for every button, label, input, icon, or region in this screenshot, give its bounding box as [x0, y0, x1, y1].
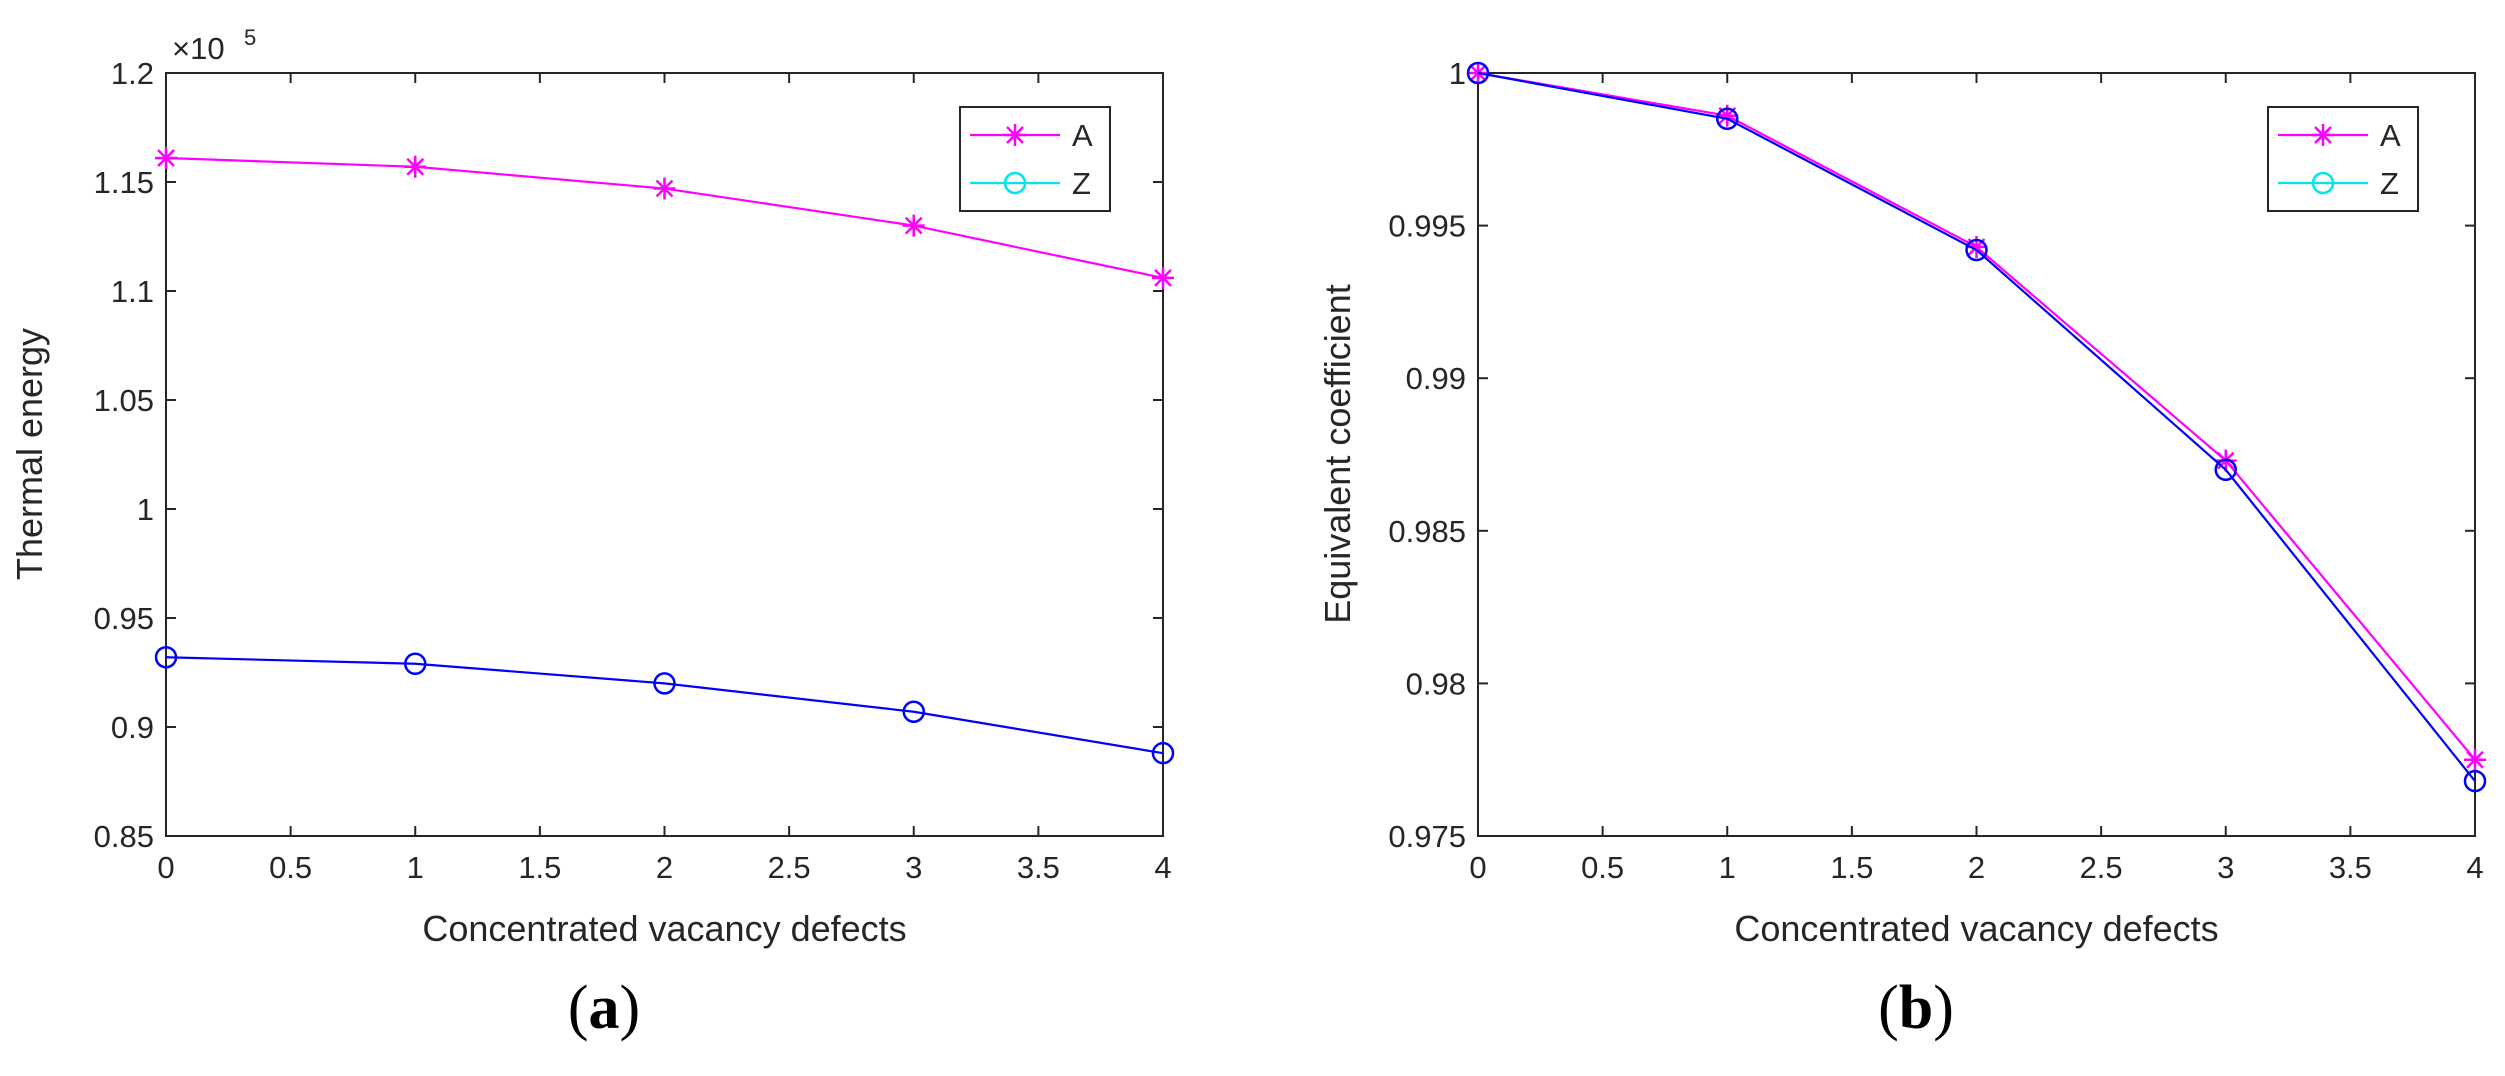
panel-b-legend-label-Z: Z [2380, 166, 2399, 201]
panel-b-series-Z-line [1477, 71, 2476, 782]
panel-a-xtick-label-8: 4 [1154, 850, 1171, 885]
panel-b-series-Z-point-1 [1716, 107, 1739, 131]
panel-a-series-A-point-4 [1152, 266, 1174, 289]
panel-a-series-A-point-2-stroke-3 [655, 179, 674, 198]
panel-a-xtick-label-7: 3.5 [1017, 850, 1060, 885]
panel-a-caption-open: ( [568, 974, 589, 1042]
panel-a-series-Z-line [165, 656, 1164, 755]
panel-a-xtick-label-2: 1 [407, 850, 424, 885]
panel-b-ytick-label-3: 0.99 [1406, 361, 1466, 396]
panel-b-xtick-label-1: 0.5 [1581, 850, 1624, 885]
panel-a-xtick-label-1: 0.5 [269, 850, 312, 885]
panel-b-caption-letter: b [1899, 974, 1933, 1042]
panel-a-legend-box [959, 106, 1111, 212]
panel-a-series-A-point-2 [653, 177, 676, 200]
panel-b-series-A-point-4-stroke-3 [2466, 750, 2484, 769]
panel-a-series-Z-point-4 [1151, 741, 1175, 765]
panel-b-ytick-label-0: 0.975 [1388, 819, 1466, 854]
panel-a-ytick-label-5: 1.1 [111, 274, 154, 309]
panel-b-xtick-label-7: 3.5 [2329, 850, 2372, 885]
panel-a-legend-marker-Z [1003, 171, 1027, 195]
panel-a-ytick-label-7: 1.2 [111, 56, 154, 91]
panel-b-legend-marker-A [2312, 124, 2334, 146]
chart-panel-a: 0 0.5 1 1.5 2 2.5 3 3.5 4 0.85 0.9 0.95 1 1.05 1.1 1.15… [9, 25, 1175, 1042]
panel-a-series-A-point-0 [155, 147, 177, 170]
panel-a-series-A-point-3-stroke-3 [904, 216, 923, 235]
panel-b-caption-close: ) [1933, 974, 1954, 1042]
panel-b-xtick-label-8: 4 [2466, 850, 2483, 885]
panel-b-series-Z-point-0 [1466, 61, 1490, 85]
panel-b-xtick-label-3: 1.5 [1830, 850, 1873, 885]
panel-b-xtick-label-2: 1 [1719, 850, 1736, 885]
panel-a-xtick-label-5: 2.5 [768, 850, 811, 885]
panel-a-series-Z-point-1 [404, 652, 427, 676]
panel-a-series-Z-point-3 [902, 700, 925, 723]
panel-b-series-Z-point-3 [2214, 458, 2237, 482]
panel-b-legend-marker-A-stroke-3 [2314, 126, 2332, 144]
panel-a-series-Z-point-0 [154, 645, 178, 669]
panel-a-series-A-point-1 [404, 155, 427, 178]
panel-a-xtick-label-0: 0 [157, 850, 174, 885]
panel-a-caption-letter: a [589, 974, 620, 1042]
panel-b-ytick-label-5: 1 [1449, 56, 1466, 91]
panel-a-series-A-point-1-stroke-3 [406, 157, 425, 176]
panel-a-ytick-label-6: 1.15 [94, 165, 154, 200]
panel-a-series-Z-point-2 [653, 672, 676, 695]
panel-a-caption-close: ) [620, 974, 641, 1042]
panel-a-series-A-point-3 [902, 214, 925, 237]
panel-b-legend-label-A: A [2380, 118, 2401, 153]
panel-a-xtick-label-3: 1.5 [518, 850, 561, 885]
panel-b-y-axis-label: Equivalent coefficient [1317, 284, 1358, 624]
panel-a-ytick-label-1: 0.9 [111, 710, 154, 745]
panel-a-x-axis-label: Concentrated vacancy defects [422, 908, 906, 949]
panel-b-x-axis-label: Concentrated vacancy defects [1734, 908, 2218, 949]
panel-a-ytick-label-3: 1 [137, 492, 154, 527]
panel-b-ytick-label-4: 0.995 [1388, 209, 1466, 244]
panel-b-legend-marker-Z [2311, 171, 2335, 195]
panel-a-xtick-label-6: 3 [905, 850, 922, 885]
panel-b-caption-open: ( [1878, 974, 1899, 1042]
panel-b-ytick-label-1: 0.98 [1406, 666, 1466, 701]
panel-b-xtick-label-6: 3 [2217, 850, 2234, 885]
panel-a-exponent-label: ×10 [172, 31, 225, 66]
panel-a-legend-label-Z: Z [1072, 166, 1091, 201]
panel-b-xtick-label-0: 0 [1469, 850, 1486, 885]
panel-a-series-A-point-0-stroke-3 [157, 149, 175, 167]
panel-a-legend-marker-A [1004, 124, 1026, 146]
chart-panel-b: 0 0.5 1 1.5 2 2.5 3 3.5 4 0.975 0.98 0.985 0.99 0.995… [1317, 56, 2487, 1042]
panel-a-series-A-point-4-stroke-3 [1154, 269, 1172, 287]
panel-a-caption: (a) [568, 974, 640, 1042]
panel-a-ytick-label-2: 0.95 [94, 601, 154, 636]
panel-a-ytick-label-4: 1.05 [94, 383, 154, 418]
panel-b-series-A-point-4 [2464, 748, 2486, 771]
panel-b-xtick-label-5: 2.5 [2080, 850, 2123, 885]
panel-b-caption: (b) [1878, 974, 1954, 1042]
panel-a-legend-marker-A-stroke-3 [1006, 126, 1024, 144]
panel-b-series-Z-point-4 [2463, 769, 2487, 793]
panel-a-legend-label-A: A [1072, 118, 1093, 153]
panel-a-exponent-power: 5 [244, 25, 256, 50]
panel-b-ytick-label-2: 0.985 [1388, 514, 1466, 549]
panel-a-xtick-label-4: 2 [656, 850, 673, 885]
panel-b-legend-box [2267, 106, 2419, 212]
panel-b-xtick-label-4: 2 [1968, 850, 1985, 885]
panel-b-series-Z-point-2 [1965, 238, 1988, 262]
panel-a-ytick-label-0: 0.85 [94, 819, 154, 854]
panel-a-y-axis-label: Thermal energy [9, 328, 50, 580]
